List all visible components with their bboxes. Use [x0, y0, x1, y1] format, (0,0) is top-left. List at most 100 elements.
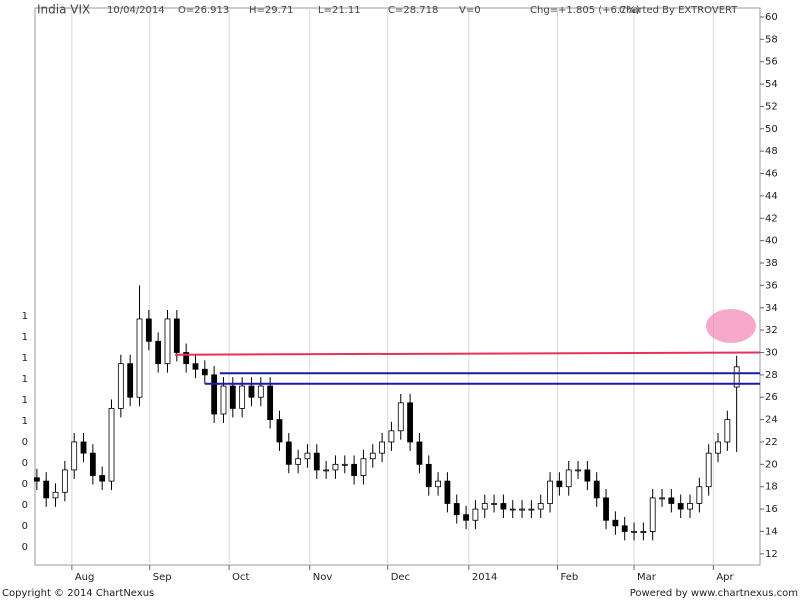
- x-tick-label: Mar: [637, 572, 657, 583]
- candle-body: [621, 525, 628, 532]
- y-tick-label: 34: [765, 303, 778, 314]
- candle-body: [463, 514, 469, 521]
- left-axis-label: 1: [22, 332, 28, 343]
- candle-body: [565, 469, 572, 488]
- candle-body: [257, 385, 264, 398]
- y-tick-label: 48: [765, 146, 778, 157]
- candle-body: [285, 441, 292, 465]
- candle-body: [183, 352, 190, 365]
- left-axis-label: 0: [22, 500, 28, 511]
- candle-body: [99, 475, 106, 482]
- x-tick-label: Feb: [561, 572, 579, 583]
- candle-body: [472, 508, 479, 521]
- candle-body: [528, 508, 535, 511]
- y-tick-label: 54: [765, 79, 778, 90]
- candle-body: [267, 385, 274, 420]
- y-tick-label: 22: [765, 437, 778, 448]
- left-axis-label: 0: [22, 542, 28, 553]
- candle-body: [453, 503, 460, 516]
- copyright: Copyright © 2014 ChartNexus: [2, 588, 154, 599]
- candle-body: [668, 497, 675, 504]
- credit: Charted By EXTROVERT: [619, 5, 738, 16]
- highlight: [706, 309, 756, 343]
- candle-body: [369, 452, 376, 460]
- candle-body: [52, 491, 59, 499]
- candle-body: [491, 503, 497, 505]
- candle-body: [388, 430, 395, 443]
- candle-body: [687, 503, 693, 510]
- left-axis-label: 1: [22, 395, 28, 406]
- candle-body: [715, 441, 721, 454]
- candle-body: [341, 463, 348, 466]
- y-tick-label: 16: [765, 504, 778, 515]
- candle-body: [724, 419, 731, 443]
- high: H=29.71: [249, 5, 294, 16]
- candle-body: [435, 480, 441, 488]
- low: L=21.11: [318, 5, 361, 16]
- x-tick-label: Nov: [313, 572, 333, 583]
- plot-area: [34, 7, 761, 566]
- candle-body: [304, 452, 311, 460]
- candle-body: [696, 486, 703, 504]
- candle-body: [229, 385, 236, 409]
- candle-body: [80, 441, 87, 454]
- x-tick-label: Apr: [716, 572, 734, 583]
- candle-body: [379, 441, 386, 454]
- candle-body: [500, 503, 507, 510]
- y-tick-label: 52: [765, 101, 778, 112]
- candle-body: [425, 463, 432, 488]
- candle-body: [351, 463, 358, 476]
- candle-body: [407, 402, 413, 443]
- y-tick-label: 32: [765, 325, 778, 336]
- candle-body: [43, 480, 50, 499]
- x-tick-label: Aug: [75, 572, 95, 583]
- left-axis-label: 1: [22, 374, 28, 385]
- candle-body: [575, 469, 581, 472]
- candle-body: [481, 503, 488, 510]
- close: C=28.718: [388, 5, 438, 16]
- candle-body: [593, 480, 600, 499]
- y-tick-label: 40: [765, 236, 778, 247]
- x-tick-label: Dec: [391, 572, 410, 583]
- candle-body: [537, 503, 544, 510]
- y-tick-label: 14: [765, 526, 778, 537]
- left-axis-label: 1: [22, 353, 28, 364]
- y-tick-label: 56: [765, 57, 778, 68]
- candle-body: [33, 477, 40, 482]
- y-tick-label: 42: [765, 213, 778, 224]
- candle-body: [61, 469, 68, 493]
- candle-body: [556, 480, 563, 488]
- candle-body: [173, 318, 180, 353]
- y-tick-label: 36: [765, 280, 778, 291]
- x-tick-label: Oct: [232, 572, 249, 583]
- candle-body: [136, 318, 143, 398]
- candle-body: [603, 497, 609, 521]
- candle-body: [127, 363, 134, 398]
- candle-body: [248, 385, 255, 398]
- candle-body: [444, 480, 451, 504]
- x-tick-label: Sep: [153, 572, 172, 583]
- y-tick-label: 60: [765, 12, 778, 23]
- left-axis-label: 1: [22, 416, 28, 427]
- candle-body: [631, 531, 637, 533]
- candle-body: [677, 503, 684, 510]
- candle-body: [155, 340, 162, 365]
- y-tick-label: 24: [765, 415, 778, 426]
- y-tick-label: 20: [765, 459, 778, 470]
- candle-body: [313, 452, 320, 471]
- symbol: India VIX: [37, 3, 90, 17]
- candle-body: [612, 519, 619, 527]
- candle-body: [547, 480, 553, 504]
- candle-body: [705, 452, 712, 488]
- left-axis-label: 0: [22, 521, 28, 532]
- left-axis-label: 0: [22, 458, 28, 469]
- y-tick-label: 18: [765, 482, 778, 493]
- candle-body: [332, 463, 339, 471]
- date: 10/04/2014: [107, 5, 165, 16]
- candle-body: [640, 531, 647, 533]
- y-tick-label: 46: [765, 169, 778, 180]
- y-tick-label: 12: [765, 549, 778, 560]
- y-tick-label: 38: [765, 258, 778, 269]
- candle-body: [649, 497, 656, 532]
